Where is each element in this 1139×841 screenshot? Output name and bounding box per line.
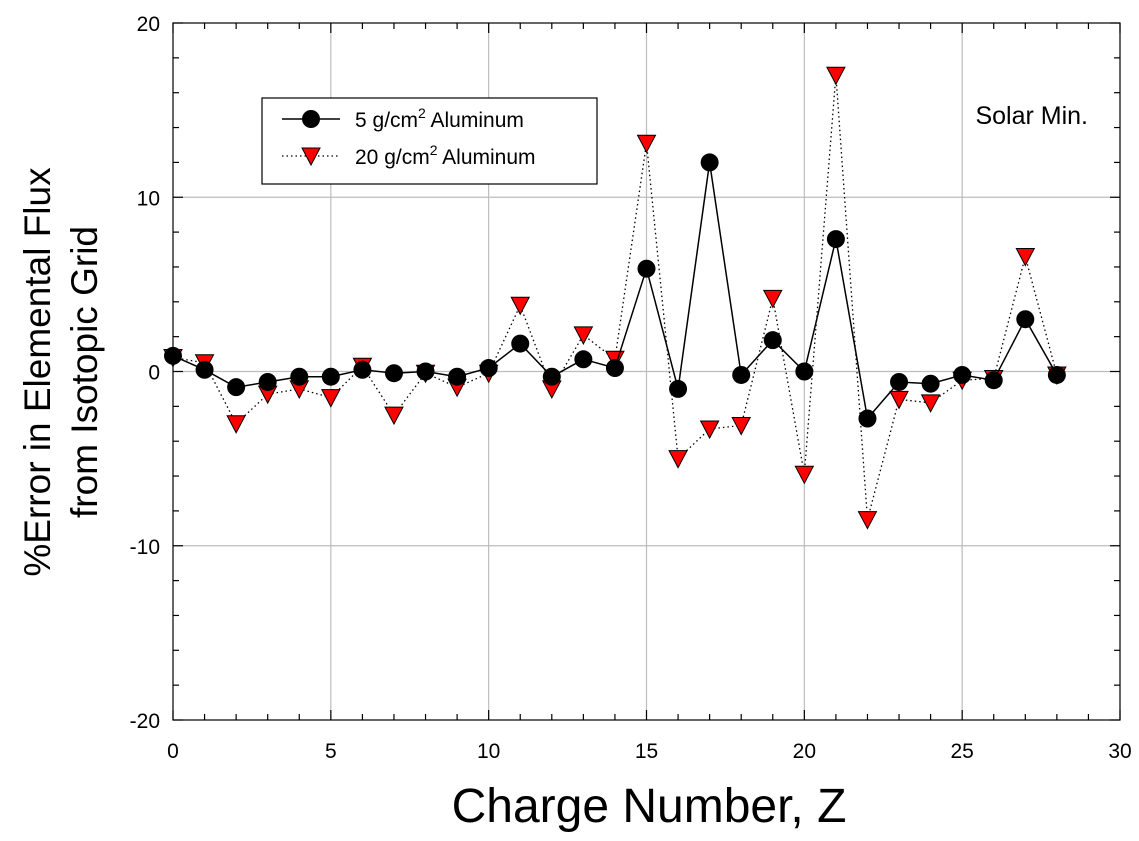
y-tick-label: -20 <box>130 710 160 733</box>
data-point-circle <box>290 367 309 386</box>
data-point-circle <box>826 230 845 249</box>
data-point-triangle <box>826 66 846 86</box>
legend-label-20g: 20 g/cm2 Aluminum <box>355 142 536 169</box>
data-point-circle <box>1016 310 1035 329</box>
data-point-triangle <box>920 394 941 413</box>
data-point-circle <box>1047 365 1066 384</box>
data-point-triangle <box>573 326 594 345</box>
legend-entry-5g: 5 g/cm2 Aluminum <box>282 105 524 132</box>
plot-frame <box>172 22 1121 721</box>
data-point-circle <box>321 367 340 386</box>
y-tick-label: -10 <box>130 536 160 559</box>
data-point-circle <box>732 365 751 384</box>
data-point-circle <box>542 367 561 386</box>
y-tick-label: 10 <box>137 187 160 210</box>
data-point-circle <box>258 372 277 391</box>
solar-min-annotation: Solar Min. <box>975 102 1088 130</box>
y-axis-title-line2: from Isotopic Grid <box>64 226 105 518</box>
data-point-circle <box>637 259 656 278</box>
data-point-circle <box>669 379 688 398</box>
y-tick-label: 0 <box>148 362 160 385</box>
data-point-triangle <box>889 390 909 410</box>
legend-marker-circle <box>302 110 320 128</box>
data-point-circle <box>227 378 246 397</box>
data-point-triangle <box>699 420 720 440</box>
x-axis-title: Charge Number, Z <box>452 780 847 833</box>
data-point-circle <box>953 365 972 384</box>
data-point-circle <box>416 362 435 381</box>
data-point-circle <box>921 374 940 393</box>
data-point-triangle <box>1015 247 1036 267</box>
x-tick-label: 0 <box>167 740 179 763</box>
data-point-circle <box>448 367 467 386</box>
data-point-triangle <box>762 289 783 309</box>
series-5g-aluminum <box>164 153 1066 428</box>
data-point-triangle <box>510 296 531 316</box>
data-point-circle <box>384 364 403 383</box>
x-tick-label: 30 <box>1108 740 1131 763</box>
x-tick-label: 20 <box>793 740 816 763</box>
y-axis-title-line1: %Error in Elemental Flux <box>17 167 58 577</box>
data-point-triangle <box>857 511 878 530</box>
axis-ticks <box>172 22 1121 721</box>
legend-box <box>261 97 598 185</box>
data-point-circle <box>511 334 530 353</box>
legend: 5 g/cm2 Aluminum 20 g/cm2 Aluminum <box>261 97 598 185</box>
data-point-circle <box>763 331 782 350</box>
data-point-triangle <box>384 406 404 426</box>
tick-labels: 0 5 10 15 20 25 30 -20 -10 0 10 20 <box>130 13 1132 763</box>
data-point-triangle <box>668 450 688 469</box>
x-tick-label: 25 <box>950 740 973 763</box>
data-point-circle <box>700 153 719 172</box>
data-point-circle <box>353 360 372 379</box>
data-point-triangle <box>794 465 815 485</box>
data-point-circle <box>479 359 498 378</box>
y-tick-label: 20 <box>137 13 160 36</box>
data-point-triangle <box>636 134 657 154</box>
x-tick-label: 15 <box>635 740 658 763</box>
data-point-triangle <box>321 389 341 408</box>
legend-label-5g: 5 g/cm2 Aluminum <box>355 105 524 132</box>
data-point-circle <box>890 372 909 391</box>
data-point-triangle <box>226 415 246 434</box>
data-point-circle <box>605 359 624 378</box>
data-point-circle <box>195 360 214 379</box>
x-tick-label: 10 <box>477 740 500 763</box>
series-layer <box>163 66 1067 530</box>
data-point-circle <box>795 362 814 381</box>
data-point-triangle <box>731 417 752 436</box>
legend-marker-triangle <box>301 147 321 167</box>
data-point-circle <box>574 350 593 369</box>
data-point-circle <box>984 371 1003 390</box>
legend-entry-20g: 20 g/cm2 Aluminum <box>282 142 536 169</box>
data-point-circle <box>858 409 877 428</box>
x-tick-label: 5 <box>325 740 337 763</box>
